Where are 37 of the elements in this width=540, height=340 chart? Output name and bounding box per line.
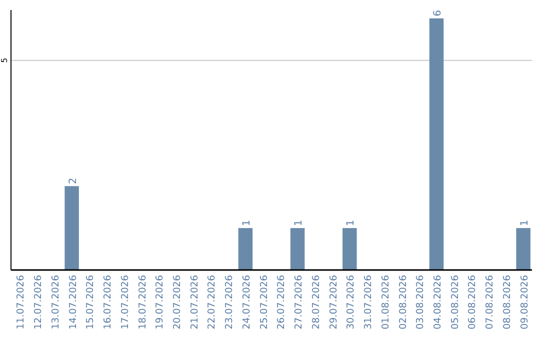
x-tick-label: 31.07.2026 [363, 275, 374, 330]
x-tick-label: 12.07.2026 [33, 275, 44, 330]
x-tick-label: 25.07.2026 [258, 275, 270, 330]
x-tick-label: 07.08.2026 [484, 275, 496, 330]
data-label: 1 [519, 220, 530, 226]
x-tick-label: 19.07.2026 [154, 275, 166, 330]
x-tick-label: 11.07.2026 [16, 275, 27, 330]
y-tick-label: 5 [0, 58, 9, 63]
x-tick-label: 09.08.2026 [519, 275, 530, 330]
data-label: 1 [294, 220, 305, 226]
x-tick-label: 22.07.2026 [206, 275, 218, 330]
x-tick-label: 17.07.2026 [120, 275, 131, 330]
x-tick-label: 30.07.2026 [346, 275, 357, 330]
x-tick-label: 29.07.2026 [328, 275, 340, 330]
x-tick-label: 06.08.2026 [467, 275, 478, 330]
x-tick-label: 14.07.2026 [68, 275, 79, 330]
x-tick-label: 15.07.2026 [85, 275, 96, 330]
x-tick-label: 05.08.2026 [450, 275, 461, 330]
x-tick-label: 23.07.2026 [224, 275, 236, 330]
x-tick-label: 27.07.2026 [294, 275, 305, 330]
data-label: 1 [241, 220, 252, 226]
x-tick-label: 13.07.2026 [50, 275, 62, 330]
x-tick-label: 20.07.2026 [172, 275, 183, 330]
x-tick-label: 08.08.2026 [502, 275, 513, 330]
data-label: 2 [68, 178, 79, 184]
data-label: 1 [346, 220, 357, 226]
x-tick-label: 26.07.2026 [276, 275, 288, 330]
x-tick-label: 21.07.2026 [189, 275, 200, 330]
x-tick-label: 28.07.2026 [310, 275, 322, 330]
x-tick-label: 04.08.2026 [432, 275, 444, 330]
x-tick-label: 01.08.2026 [380, 275, 392, 330]
x-tick-label: 24.07.2026 [241, 275, 252, 330]
x-tick-label: 16.07.2026 [102, 275, 114, 330]
x-tick-label: 18.07.2026 [137, 275, 148, 330]
x-tick-label: 03.08.2026 [415, 275, 426, 330]
x-tick-label: 02.08.2026 [398, 275, 409, 330]
data-label: 6 [432, 10, 444, 16]
